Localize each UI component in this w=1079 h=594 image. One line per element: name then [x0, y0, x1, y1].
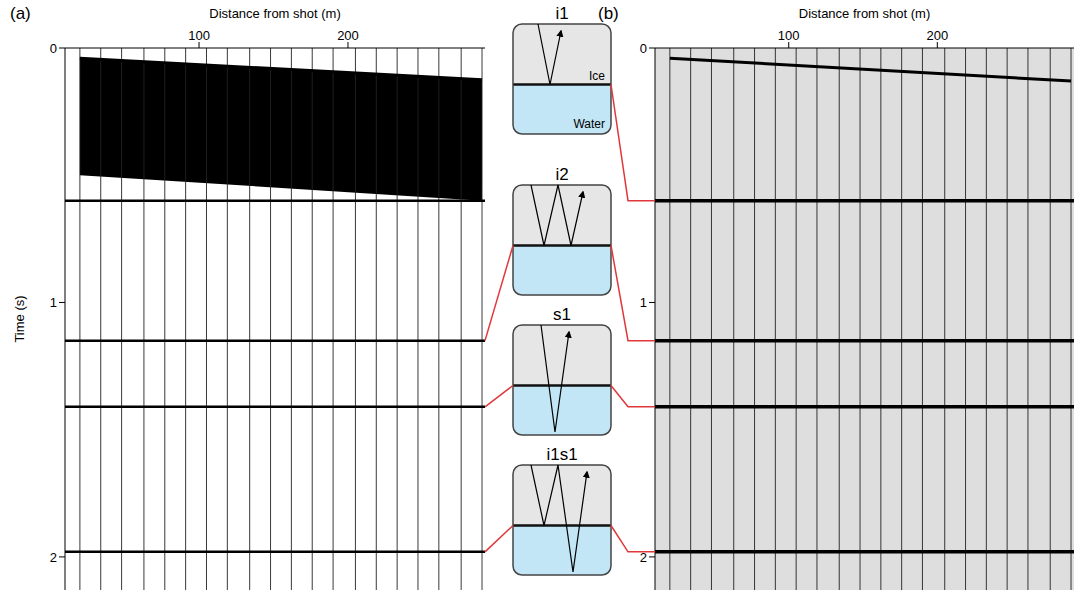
svg-text:Time (s): Time (s)	[12, 295, 27, 342]
html-text:(b): (b)	[598, 4, 619, 23]
svg-text:s1: s1	[553, 305, 571, 324]
svg-text:Water: Water	[573, 117, 605, 131]
html-text:(a): (a)	[10, 4, 31, 23]
svg-text:200: 200	[337, 28, 359, 43]
svg-text:i1s1: i1s1	[546, 445, 577, 464]
svg-text:1: 1	[640, 295, 647, 310]
svg-text:Ice: Ice	[589, 69, 605, 83]
svg-text:100: 100	[778, 28, 800, 43]
html-text:Distance from shot (m): Distance from shot (m)	[798, 6, 931, 21]
svg-text:0: 0	[50, 41, 57, 56]
svg-text:1: 1	[50, 295, 57, 310]
svg-text:i1: i1	[555, 4, 568, 23]
svg-text:100: 100	[188, 28, 210, 43]
svg-text:2: 2	[640, 550, 647, 565]
svg-text:0: 0	[640, 41, 647, 56]
svg-text:i2: i2	[555, 165, 568, 184]
svg-text:200: 200	[926, 28, 948, 43]
html-text:Distance from shot (m): Distance from shot (m)	[209, 6, 341, 21]
svg-text:2: 2	[50, 550, 57, 565]
